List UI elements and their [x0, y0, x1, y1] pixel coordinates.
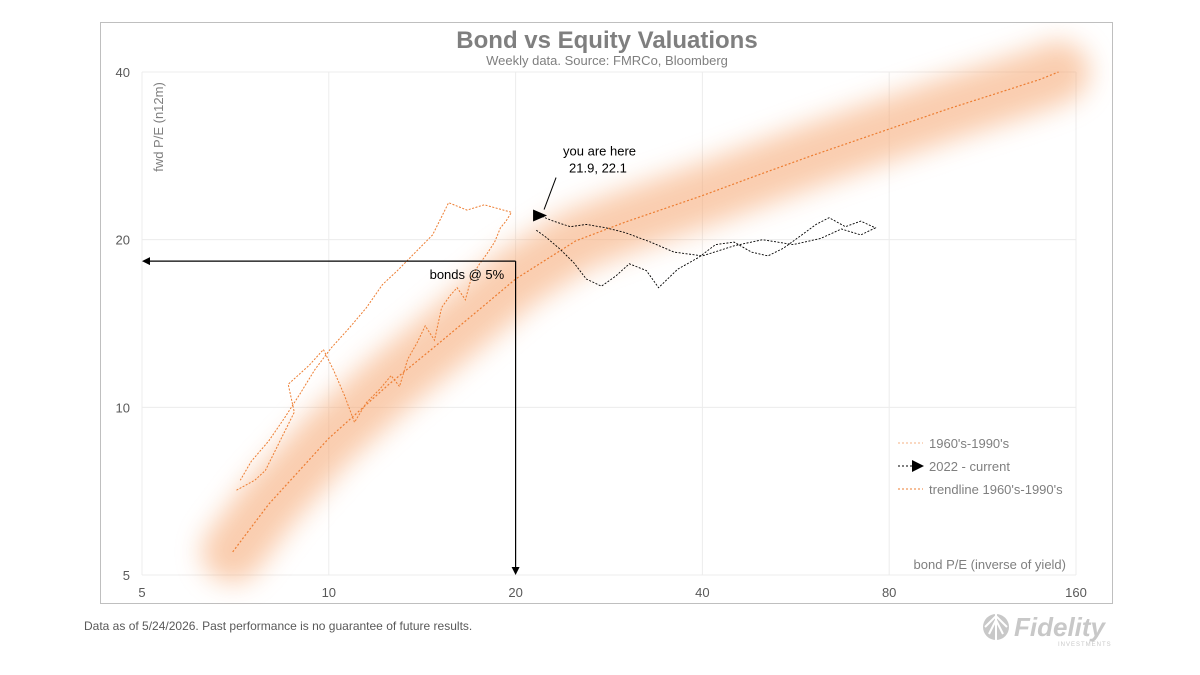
x-tick-label: 5 [138, 585, 145, 600]
chart-title: Bond vs Equity Valuations [456, 27, 757, 54]
trend-band [201, 41, 1090, 583]
chart-frame: Bond vs Equity Valuations Weekly data. S… [100, 22, 1113, 604]
legend-label-2022-current: 2022 - current [929, 459, 1010, 474]
legend: 1960's-1990's 2022 - current trendline 1… [898, 436, 1063, 497]
y-tick-label: 10 [116, 400, 130, 415]
logo-subtext: INVESTMENTS [1058, 642, 1112, 648]
legend-label-1960s-1990s: 1960's-1990's [929, 436, 1010, 451]
annotation-layer: you are here 21.9, 22.1 bonds @ 5% [430, 144, 636, 283]
chart-svg: Bond vs Equity Valuations Weekly data. S… [116, 27, 1090, 600]
chart-subtitle: Weekly data. Source: FMRCo, Bloomberg [486, 53, 728, 68]
fidelity-globe-icon [983, 614, 1009, 640]
bonds-left-arrowhead [142, 257, 150, 266]
logo-wordmark: Fidelity [1014, 612, 1107, 642]
bonds-down-arrowhead [511, 567, 520, 575]
x-tick-label: 160 [1065, 585, 1087, 600]
y-tick-label: 20 [116, 233, 130, 248]
x-tick-label: 80 [882, 585, 896, 600]
x-axis-label: bond P/E (inverse of yield) [914, 557, 1066, 572]
you-are-here-label: you are here [563, 144, 636, 159]
series-layer [142, 71, 1059, 575]
trend-band-shape [201, 41, 1090, 583]
fidelity-logo: Fidelity INVESTMENTS [983, 612, 1112, 648]
you-are-here-value: 21.9, 22.1 [569, 161, 627, 176]
current-point-marker [533, 209, 548, 222]
legend-label-trendline: trendline 1960's-1990's [929, 482, 1063, 497]
series-2022-current [536, 215, 877, 289]
x-tick-label: 10 [322, 585, 336, 600]
bonds-annotation: bonds @ 5% [430, 267, 505, 282]
series-1960s-1990s [236, 202, 513, 491]
legend-item-1960s-1990s: 1960's-1990's [898, 436, 1010, 451]
y-tick-label: 5 [123, 568, 130, 583]
footnote: Data as of 5/24/2026. Past performance i… [84, 619, 473, 633]
x-tick-label: 40 [695, 585, 709, 600]
y-tick-label: 40 [116, 65, 130, 80]
tick-labels: 5 10 20 40 80 160 5 10 20 40 [116, 65, 1087, 600]
legend-item-2022-current: 2022 - current [898, 459, 1010, 474]
y-axis-label: fwd P/E (n12m) [151, 82, 166, 172]
x-tick-label: 20 [508, 585, 522, 600]
you-are-here-pointer [543, 177, 557, 210]
legend-item-trendline: trendline 1960's-1990's [898, 482, 1063, 497]
